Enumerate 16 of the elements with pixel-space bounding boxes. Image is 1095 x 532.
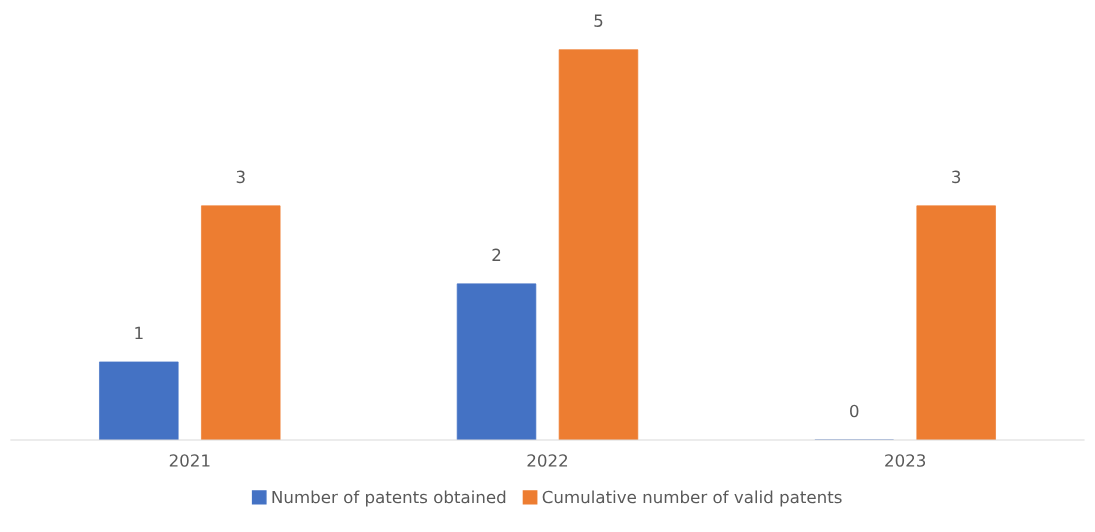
- bar: [558, 49, 639, 440]
- legend-label: Cumulative number of valid patents: [542, 490, 842, 507]
- x-tick-label: 2021: [169, 454, 210, 467]
- x-tick-label: 2023: [885, 454, 926, 467]
- bar: [201, 205, 281, 440]
- x-tick-label: 2022: [527, 454, 568, 467]
- bar: [99, 361, 179, 440]
- bar: [456, 283, 537, 440]
- data-label: 2: [492, 248, 501, 261]
- bar: [916, 205, 996, 440]
- data-label: 5: [594, 14, 603, 27]
- data-label: 3: [236, 170, 245, 184]
- data-label: 0: [850, 404, 859, 418]
- data-label: 3: [952, 170, 961, 184]
- legend-label: Number of patents obtained: [272, 490, 506, 507]
- data-label: 1: [135, 326, 143, 340]
